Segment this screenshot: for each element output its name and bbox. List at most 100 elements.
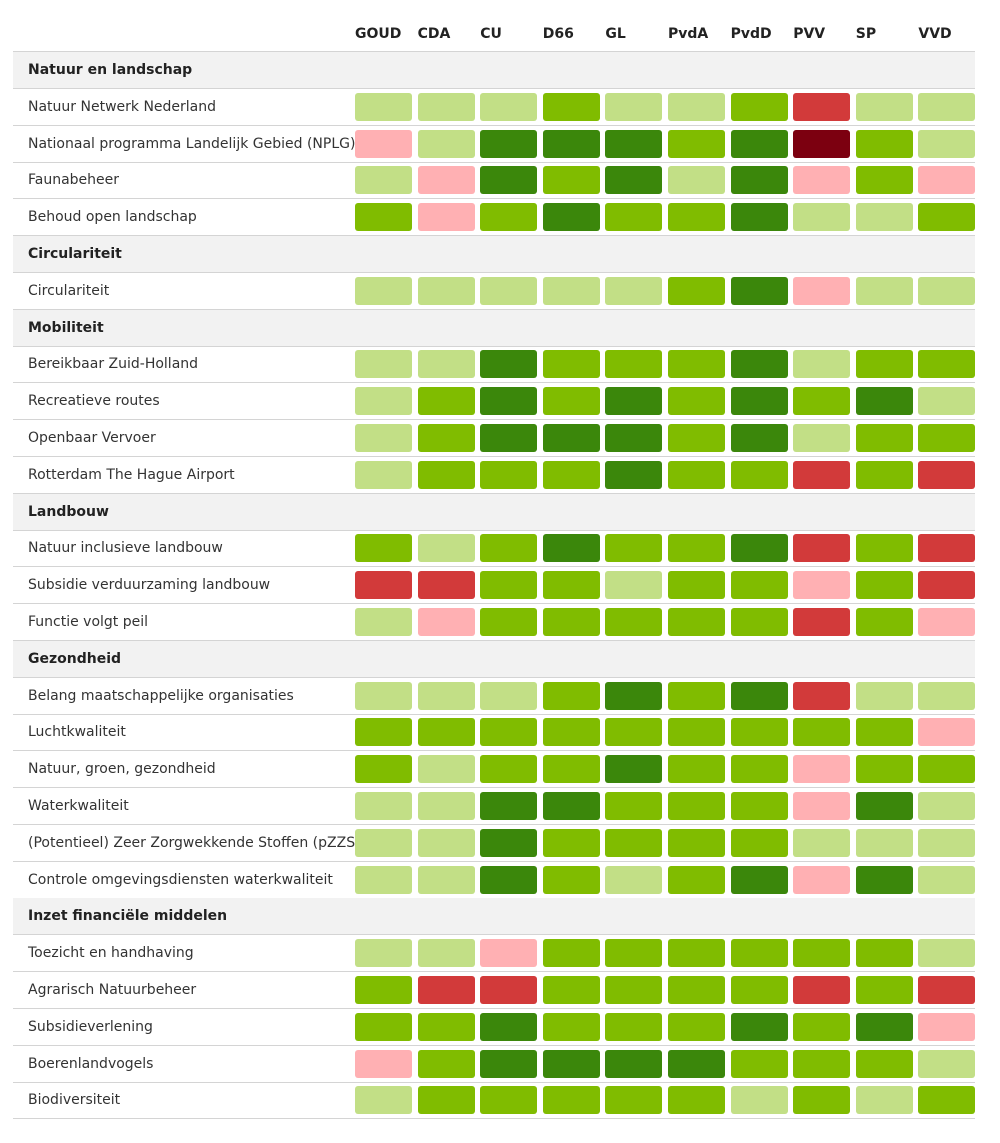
score-cell-gl: [605, 1049, 663, 1078]
score-cell-pvv: [793, 350, 851, 379]
column-header-sp: SP: [855, 26, 877, 42]
score-cell-cu: [480, 1012, 538, 1041]
topic-row: Agrarisch Natuurbeheer: [13, 972, 976, 1009]
score-cell-pvv: [793, 571, 851, 600]
score-cell-gl: [605, 976, 663, 1004]
score-cell-goud: [355, 387, 412, 416]
score-cell-pvv: [793, 424, 851, 452]
score-cell-cu: [480, 865, 538, 894]
topic-row: Openbaar Vervoer: [13, 420, 976, 457]
score-cell-pvda: [668, 92, 725, 121]
score-cell-cda: [417, 976, 475, 1004]
section-title: Landbouw: [28, 503, 109, 520]
score-cell-d66: [542, 460, 600, 489]
score-cell-goud: [355, 424, 412, 452]
score-cell-sp: [855, 1086, 913, 1115]
topic-label: Faunabeheer: [28, 172, 120, 189]
score-cell-cda: [417, 939, 475, 968]
score-cell-cu: [480, 534, 538, 563]
score-cell-gl: [605, 828, 663, 857]
score-cell-goud: [355, 460, 412, 489]
column-header-cda: CDA: [417, 26, 451, 42]
score-cell-d66: [542, 571, 600, 600]
score-cell-pvv: [793, 865, 851, 894]
score-cell-cda: [417, 1086, 475, 1115]
column-header-vvd: VVD: [918, 26, 952, 42]
score-cell-pvda: [668, 387, 725, 416]
score-cell-cu: [480, 571, 538, 600]
score-cell-cda: [417, 608, 475, 636]
score-cell-gl: [605, 129, 663, 158]
section-header: Circulariteit: [13, 236, 975, 273]
score-cell-cda: [417, 1049, 475, 1078]
topic-label: (Potentieel) Zeer Zorgwekkende Stoffen (…: [28, 834, 361, 851]
score-cell-cu: [480, 129, 538, 158]
score-cell-vvd: [918, 792, 976, 820]
score-cell-cu: [480, 203, 538, 232]
score-cell-pvv: [793, 939, 851, 968]
score-cell-d66: [542, 608, 600, 636]
score-cell-d66: [542, 792, 600, 820]
score-cell-pvv: [793, 792, 851, 820]
score-cell-gl: [605, 166, 663, 195]
score-cell-pvda: [668, 792, 725, 820]
score-cell-cda: [417, 755, 475, 784]
score-cell-pvda: [668, 571, 725, 600]
score-cell-cu: [480, 276, 538, 305]
score-cell-pvv: [793, 718, 851, 747]
score-cell-pvv: [793, 1012, 851, 1041]
score-cell-sp: [855, 203, 913, 232]
score-cell-pvda: [668, 460, 725, 489]
score-cell-vvd: [918, 828, 976, 857]
topic-label: Openbaar Vervoer: [28, 430, 156, 446]
score-cell-vvd: [918, 276, 976, 305]
score-cell-sp: [855, 92, 913, 121]
score-cell-pvda: [668, 350, 725, 379]
score-cell-pvdd: [730, 534, 788, 563]
score-cell-vvd: [918, 976, 976, 1004]
score-cell-vvd: [918, 387, 976, 416]
score-cell-cu: [480, 1086, 538, 1115]
score-cell-goud: [355, 203, 412, 232]
score-cell-vvd: [918, 350, 976, 379]
score-cell-sp: [855, 534, 913, 563]
topic-label: Recreatieve routes: [28, 393, 160, 410]
topic-row: Circulariteit: [13, 273, 976, 310]
score-cell-cda: [417, 865, 475, 894]
score-cell-vvd: [918, 1049, 976, 1078]
score-cell-goud: [355, 681, 412, 710]
score-cell-pvdd: [730, 129, 788, 158]
score-cell-pvda: [668, 755, 725, 784]
topic-label: Belang maatschappelijke organisaties: [28, 687, 294, 704]
score-cell-pvv: [793, 276, 851, 305]
score-cell-cda: [417, 1012, 475, 1041]
score-cell-d66: [542, 203, 600, 232]
score-cell-cu: [480, 1049, 538, 1078]
score-cell-gl: [605, 92, 663, 121]
score-cell-gl: [605, 571, 663, 600]
score-cell-pvda: [668, 1012, 725, 1041]
score-cell-goud: [355, 350, 412, 379]
score-cell-pvda: [668, 276, 725, 305]
topic-label: Luchtkwaliteit: [28, 724, 126, 741]
score-cell-gl: [605, 718, 663, 747]
score-cell-pvda: [668, 828, 725, 857]
score-cell-vvd: [918, 718, 976, 747]
score-cell-pvdd: [730, 755, 788, 784]
score-cell-goud: [355, 792, 412, 820]
topic-row: Subsidieverlening: [13, 1009, 976, 1046]
score-cell-sp: [855, 976, 913, 1004]
score-cell-cu: [480, 608, 538, 636]
score-cell-pvdd: [730, 276, 788, 305]
section-title: Natuur en landschap: [28, 62, 193, 78]
score-cell-pvdd: [730, 828, 788, 857]
topic-row: (Potentieel) Zeer Zorgwekkende Stoffen (…: [13, 825, 976, 862]
section-header: Mobiliteit: [13, 309, 975, 347]
topic-row: Toezicht en handhaving: [13, 935, 976, 973]
topic-label: Toezicht en handhaving: [28, 945, 194, 962]
topic-label: Waterkwaliteit: [28, 798, 129, 814]
score-cell-d66: [542, 92, 600, 121]
score-cell-pvv: [793, 387, 851, 416]
score-cell-sp: [855, 571, 913, 600]
score-cell-pvdd: [730, 350, 788, 379]
